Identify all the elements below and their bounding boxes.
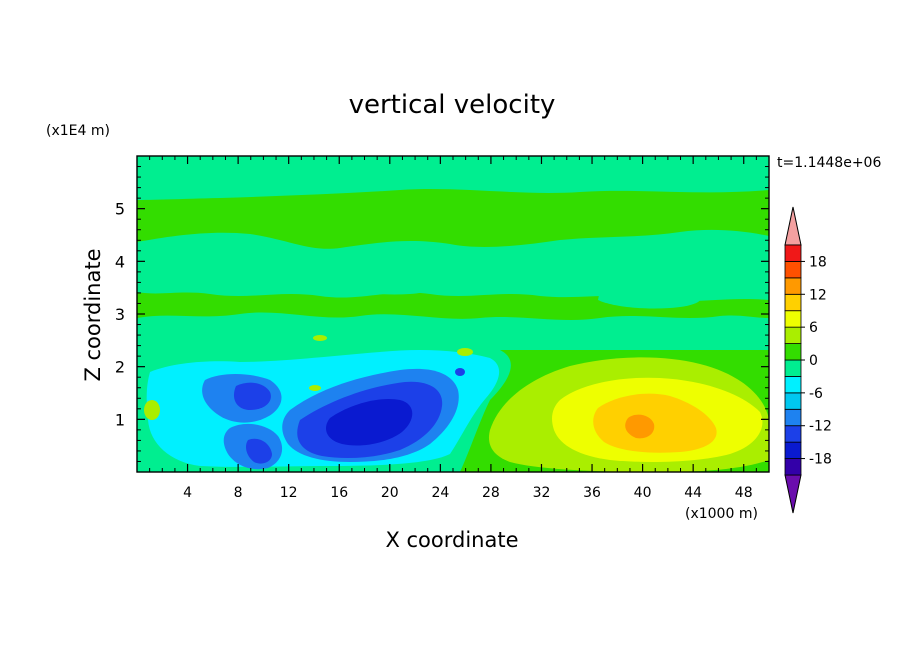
y-tick-label: 1 bbox=[115, 410, 125, 429]
colorbar-tick-label: -18 bbox=[809, 452, 832, 468]
mid-band-zero-b bbox=[137, 312, 769, 350]
time-label: t=1.1448e+06 bbox=[777, 155, 881, 171]
colorbar-band bbox=[784, 441, 802, 459]
colorbar-band bbox=[784, 359, 802, 377]
downdraft-blue-2 bbox=[233, 382, 271, 410]
colorbar-max-triangle bbox=[784, 206, 802, 246]
y-tick-label: 2 bbox=[115, 358, 125, 377]
x-tick-label: 44 bbox=[684, 485, 702, 501]
colorbar-tick-label: 18 bbox=[809, 254, 827, 270]
mid-band-zero-a bbox=[137, 229, 769, 302]
colorbar-tick-label: -12 bbox=[809, 419, 832, 435]
colorbar-min-triangle bbox=[784, 474, 802, 514]
y-tick-label: 3 bbox=[115, 305, 125, 324]
speckle bbox=[313, 335, 327, 341]
y-unit-label: (x1E4 m) bbox=[46, 123, 110, 139]
x-tick-label: 40 bbox=[634, 485, 652, 501]
x-tick-label: 36 bbox=[583, 485, 601, 501]
colorbar-band bbox=[784, 458, 802, 476]
x-tick-label: 20 bbox=[381, 485, 399, 501]
x-tick-label: 32 bbox=[533, 485, 551, 501]
colorbar-band bbox=[784, 408, 802, 427]
x-axis-ticks: 4 8 12 16 20 24 28 32 36 40 44 48 bbox=[149, 156, 757, 501]
colorbar-band bbox=[784, 376, 802, 394]
x-tick-label: 24 bbox=[431, 485, 449, 501]
colorbar-band bbox=[784, 293, 802, 312]
x-tick-label: 12 bbox=[280, 485, 298, 501]
colorbar-tick-label: 0 bbox=[809, 353, 818, 369]
colorbar-band bbox=[784, 392, 802, 410]
downdraft-blue-3 bbox=[246, 438, 272, 464]
speckle bbox=[144, 400, 160, 420]
x-axis-label: X coordinate bbox=[385, 528, 518, 552]
colorbar-tick-label: -6 bbox=[809, 386, 823, 402]
speckle bbox=[309, 385, 321, 391]
colorbar-band bbox=[784, 425, 802, 443]
x-unit-label: (x1000 m) bbox=[685, 506, 758, 522]
downdraft-darkblue bbox=[326, 398, 413, 446]
colorbar-band bbox=[784, 326, 802, 344]
y-tick-label: 5 bbox=[115, 200, 125, 219]
colorbar-tick-label: 6 bbox=[809, 320, 818, 336]
updraft-orange bbox=[625, 414, 655, 439]
x-tick-label: 48 bbox=[735, 485, 753, 501]
colorbar-tick-label: 12 bbox=[809, 287, 827, 303]
x-tick-label: 4 bbox=[183, 485, 192, 501]
colorbar-band bbox=[784, 310, 802, 328]
colorbar: 18 12 6 0 -6 -12 -18 bbox=[784, 206, 832, 514]
colorbar-band bbox=[784, 244, 802, 262]
x-tick-label: 8 bbox=[234, 485, 243, 501]
colorbar-band bbox=[784, 277, 802, 295]
colorbar-band bbox=[784, 343, 802, 361]
contour-field bbox=[137, 156, 769, 472]
x-tick-label: 16 bbox=[330, 485, 348, 501]
x-tick-label: 28 bbox=[482, 485, 500, 501]
y-tick-label: 4 bbox=[115, 252, 125, 271]
y-axis-label: Z coordinate bbox=[81, 248, 105, 381]
y-axis-ticks: 1 2 3 4 5 bbox=[115, 166, 769, 462]
updraft-gold bbox=[593, 393, 717, 453]
patch-zero-a bbox=[324, 264, 441, 295]
upper-band-zero bbox=[137, 156, 769, 200]
colorbar-band bbox=[784, 261, 802, 279]
patch-zero-b bbox=[598, 286, 701, 309]
speckle bbox=[455, 368, 465, 376]
speckle bbox=[457, 348, 473, 356]
chart-title: vertical velocity bbox=[349, 90, 556, 120]
